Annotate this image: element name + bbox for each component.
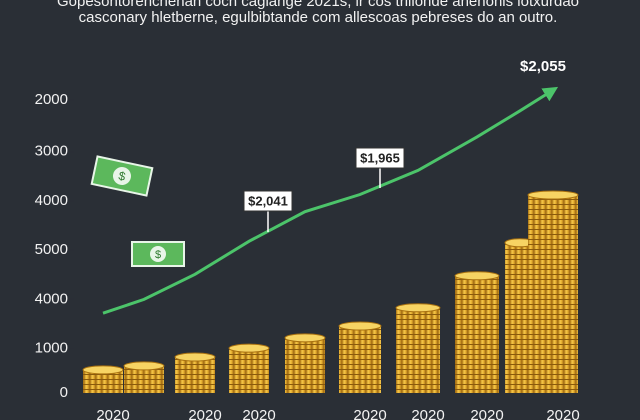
coin-top	[123, 361, 165, 371]
coin-stack	[175, 357, 215, 393]
y-tick-label: 5000	[35, 241, 68, 258]
annotation-box	[355, 147, 405, 169]
y-tick-label: 1000	[35, 340, 68, 357]
coin-top	[228, 343, 270, 353]
x-tick-label: 2020	[96, 407, 129, 420]
y-tick-label: 2000	[35, 91, 68, 108]
dollar-bill: $	[131, 241, 185, 267]
x-tick-label: 2020	[353, 407, 386, 420]
svg-text:$: $	[155, 249, 161, 261]
coin-top	[338, 321, 382, 331]
coin-top	[395, 303, 441, 313]
annotation: $1,965	[360, 150, 400, 165]
y-tick-label: 4000	[35, 290, 68, 307]
annotation-box	[243, 190, 293, 212]
x-tick-label: 2020	[546, 407, 579, 420]
coin-top	[284, 333, 326, 343]
y-tick-label: 3000	[35, 143, 68, 160]
y-tick-label: 4000	[35, 192, 68, 209]
x-tick-label: 2020	[470, 407, 503, 420]
chart-subtitle: casconary hletberne, egulbibtande com al…	[79, 9, 558, 26]
x-tick-label: 2020	[411, 407, 444, 420]
chart-title: Gopesontorenchenan cocn cagiange 2021s, …	[57, 0, 579, 10]
coin-top	[82, 365, 124, 375]
x-tick-label: 2020	[242, 407, 275, 420]
annotation: $2,055	[520, 58, 566, 75]
annotation: $2,041	[248, 193, 288, 208]
coin-stack	[339, 326, 381, 393]
y-tick-label: 0	[60, 384, 68, 401]
coin-top	[527, 190, 579, 200]
coin-stack	[229, 348, 269, 393]
coin-stack	[285, 337, 325, 393]
coin-stack	[396, 307, 440, 393]
trend-line	[102, 86, 559, 315]
coin-stack	[455, 275, 499, 393]
coin-stack	[83, 369, 123, 393]
coin-stack	[528, 195, 578, 393]
coin-stack	[124, 365, 164, 393]
coin-top	[174, 352, 216, 362]
svg-text:$: $	[117, 169, 127, 184]
x-tick-label: 2020	[188, 407, 221, 420]
coin-top	[454, 271, 500, 281]
dollar-bill: $	[90, 155, 154, 197]
